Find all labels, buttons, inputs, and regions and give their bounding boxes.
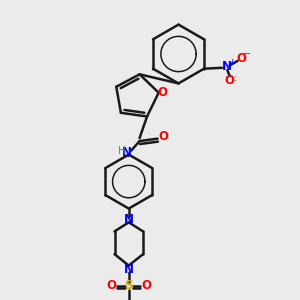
Text: :: :	[233, 73, 237, 83]
Text: N: N	[122, 146, 132, 159]
Text: O: O	[158, 86, 168, 99]
Text: −: −	[242, 49, 250, 59]
Text: O: O	[225, 74, 235, 87]
Text: O: O	[236, 52, 246, 65]
Text: N: N	[222, 60, 232, 74]
Text: S: S	[124, 280, 133, 292]
Text: O: O	[141, 280, 151, 292]
Text: N: N	[124, 263, 134, 276]
Text: O: O	[159, 130, 169, 143]
Text: N: N	[124, 213, 134, 226]
Text: H: H	[118, 146, 125, 156]
Text: +: +	[228, 58, 236, 67]
Text: O: O	[106, 280, 116, 292]
